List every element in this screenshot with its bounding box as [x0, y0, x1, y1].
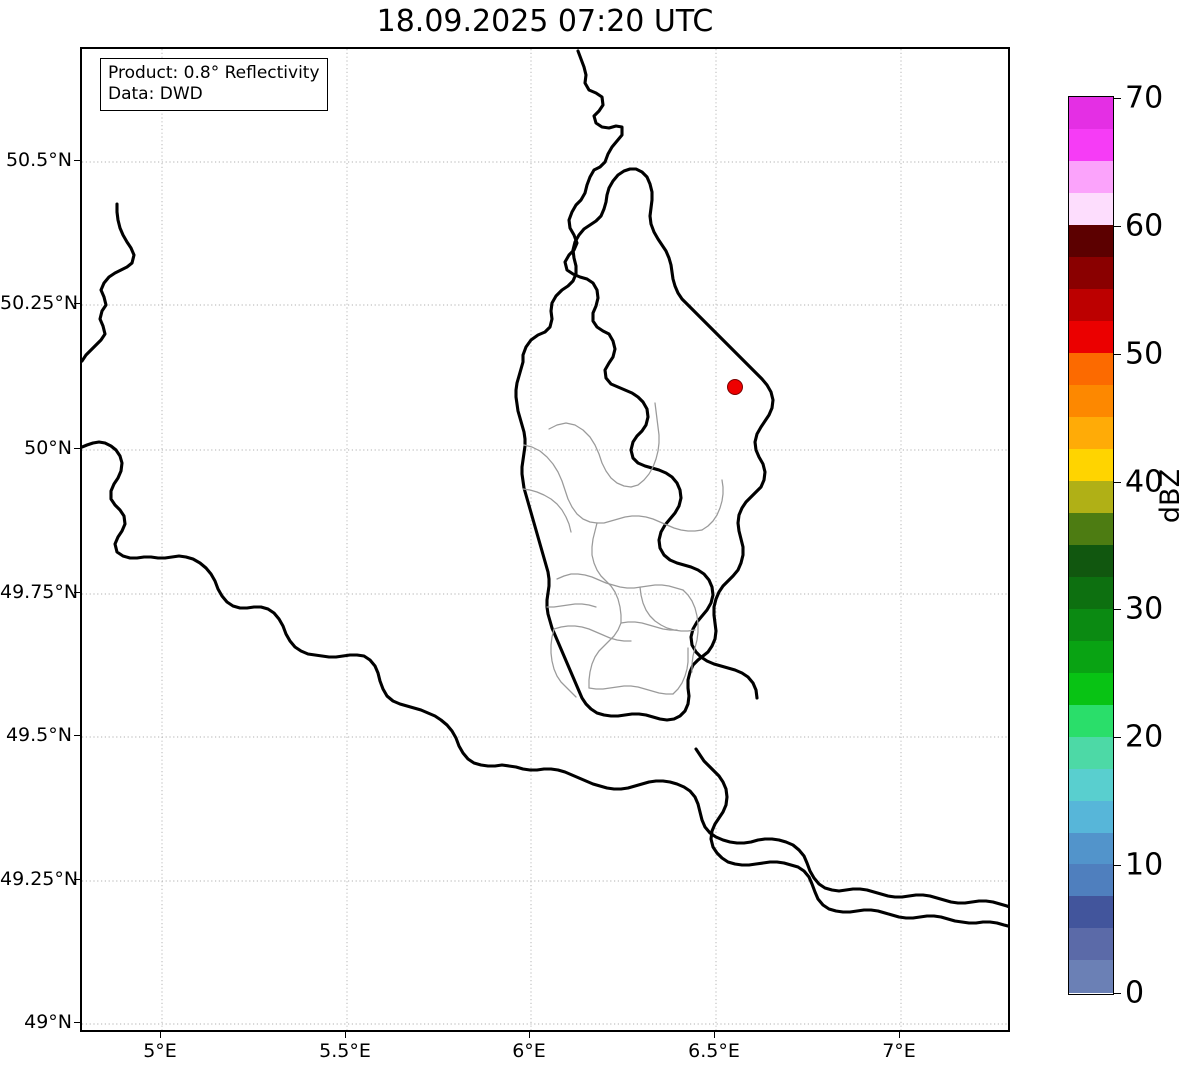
- luxembourg-outline-final: [514, 167, 775, 722]
- x-axis-labels: 5°E 5.5°E 6°E 6.5°E 7°E: [80, 1040, 1010, 1070]
- page-title: 18.09.2025 07:20 UTC: [376, 4, 714, 39]
- x-tick-label: 6.5°E: [688, 1040, 740, 1062]
- x-tick-label: 6°E: [512, 1040, 546, 1062]
- colorbar-segment: [1069, 320, 1113, 354]
- y-tick-label: 50.5°N: [5, 149, 72, 171]
- x-axis-tick-marks: [80, 1032, 1010, 1040]
- x-tick-label: 7°E: [882, 1040, 916, 1062]
- colorbar-segment: [1069, 928, 1113, 962]
- belgium-france-border: [82, 202, 136, 363]
- y-tick-label: 50°N: [24, 437, 72, 459]
- colorbar-tick-mark: [1114, 993, 1121, 995]
- y-tick-label: 49°N: [24, 1011, 72, 1033]
- belgium-germany-border: [563, 49, 759, 700]
- colorbar-segment: [1069, 160, 1113, 194]
- colorbar-segment: [1069, 800, 1113, 834]
- colorbar-segment: [1069, 192, 1113, 226]
- colorbar-segment: [1069, 896, 1113, 930]
- map-canvas: [82, 49, 1008, 1030]
- colorbar-tick-mark: [1114, 225, 1121, 227]
- colorbar-tick-mark: [1114, 481, 1121, 483]
- colorbar-tick-mark: [1114, 737, 1121, 739]
- reflectivity-colorbar[interactable]: [1068, 96, 1114, 995]
- colorbar-ticks: 70 60 50 40 30 20 10 0: [1114, 80, 1200, 1011]
- colorbar-tick-label: 20: [1125, 719, 1164, 755]
- colorbar-tick-label: 0: [1125, 975, 1145, 1011]
- colorbar-tick-mark: [1114, 353, 1121, 355]
- france-west-border: [82, 440, 1008, 909]
- colorbar-tick-mark: [1114, 609, 1121, 611]
- colorbar-segment: [1069, 672, 1113, 706]
- map-plot-area[interactable]: Product: 0.8° Reflectivity Data: DWD: [80, 47, 1010, 1032]
- colorbar-segment: [1069, 640, 1113, 674]
- radar-site-dot: [727, 379, 743, 395]
- colorbar-segment: [1069, 128, 1113, 162]
- y-axis-tick-marks: [74, 47, 80, 1032]
- france-germany-border: [694, 747, 1008, 928]
- colorbar-tick-mark: [1114, 97, 1121, 99]
- colorbar-segment: [1069, 832, 1113, 866]
- info-product-line: Product: 0.8° Reflectivity: [108, 63, 320, 83]
- y-axis-labels: 50.5°N 50.25°N 50°N 49.75°N 49.5°N 49.25…: [0, 47, 79, 1033]
- y-tick-label: 49.25°N: [0, 868, 79, 890]
- colorbar-tick-label: 70: [1125, 80, 1164, 116]
- luxembourg-admin-boundaries: [522, 402, 724, 698]
- colorbar-segment: [1069, 480, 1113, 514]
- colorbar-segment: [1069, 352, 1113, 386]
- x-tick-label: 5.5°E: [319, 1040, 371, 1062]
- colorbar-segment: [1069, 608, 1113, 642]
- colorbar-axis-label: dBZ: [1155, 468, 1186, 524]
- colorbar-segment: [1069, 544, 1113, 578]
- x-tick-label: 5°E: [143, 1040, 177, 1062]
- colorbar-tick-label: 50: [1125, 336, 1164, 372]
- colorbar-tick-label: 10: [1125, 847, 1164, 883]
- colorbar-tick-mark: [1114, 865, 1121, 867]
- y-tick-label: 49.75°N: [0, 581, 79, 603]
- colorbar-segment: [1069, 288, 1113, 322]
- colorbar-tick-label: 30: [1125, 591, 1164, 627]
- product-info-box: Product: 0.8° Reflectivity Data: DWD: [100, 58, 328, 111]
- colorbar-segment: [1069, 512, 1113, 546]
- y-tick-label: 49.5°N: [5, 724, 72, 746]
- colorbar-segment: [1069, 416, 1113, 450]
- final-map-layer: [82, 49, 1008, 1030]
- colorbar-segment: [1069, 864, 1113, 898]
- colorbar-segment: [1069, 97, 1113, 130]
- colorbar-segment: [1069, 576, 1113, 610]
- info-data-line: Data: DWD: [108, 84, 203, 104]
- colorbar-segment: [1069, 256, 1113, 290]
- colorbar-segment: [1069, 224, 1113, 258]
- colorbar-segment: [1069, 736, 1113, 770]
- colorbar-tick-label: 40: [1125, 464, 1164, 500]
- colorbar-segment: [1069, 768, 1113, 802]
- colorbar-segment: [1069, 960, 1113, 993]
- colorbar-tick-label: 60: [1125, 208, 1164, 244]
- colorbar-segment: [1069, 448, 1113, 482]
- colorbar-segment: [1069, 384, 1113, 418]
- colorbar-segment: [1069, 704, 1113, 738]
- y-tick-label: 50.25°N: [0, 292, 79, 314]
